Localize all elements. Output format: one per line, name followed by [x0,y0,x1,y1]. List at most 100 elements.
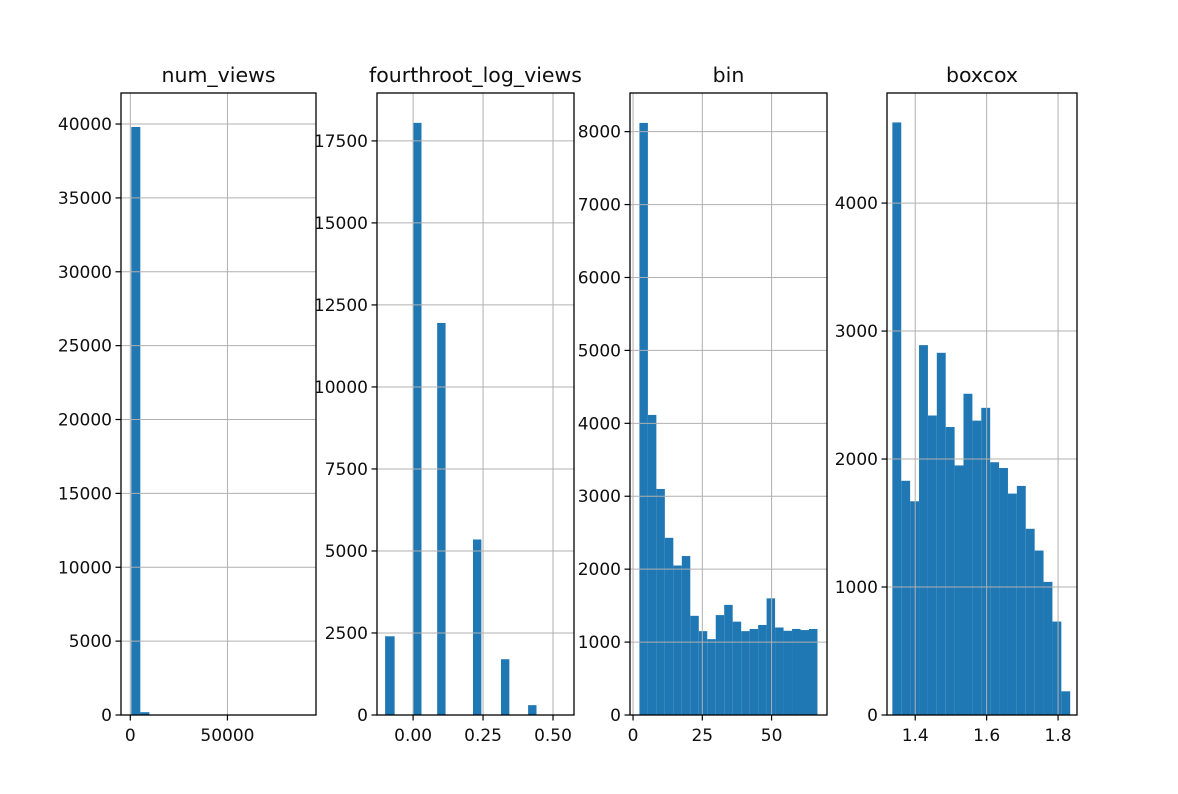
histogram-bar [775,627,784,715]
y-tick-label: 7500 [325,460,368,480]
histogram-bar [766,598,776,715]
y-tick-label: 30000 [58,263,112,283]
histogram-bar [1025,528,1035,715]
y-tick-label: 7000 [578,196,621,216]
subplot-boxcox: 1.4 1.6 1.8 0 1000 2000 3000 4000 boxcox [835,63,1078,746]
x-tick-label: 1.6 [973,726,1000,746]
subplot-title: bin [713,63,745,87]
histogram-bar [1007,493,1017,715]
histogram-bar [707,639,716,715]
y-tick-label: 5000 [69,632,112,652]
histogram-bar [972,420,982,715]
y-tick-label: 25000 [58,337,112,357]
histogram-bar [945,427,955,715]
y-tick-label: 4000 [578,414,621,434]
histogram-bar [919,345,928,715]
histogram-bar [656,488,665,715]
histogram-bar [954,465,964,715]
histogram-bar [724,604,733,715]
histogram-bar [639,122,648,715]
subplot-bin: 0 25 50 0 1000 2000 3000 4000 5000 6000 7000 8000 bi… [578,63,828,746]
histogram-bar [1043,581,1053,715]
subplot-title: boxcox [946,63,1018,87]
y-tick-label: 6000 [578,268,621,288]
histogram-bar [698,631,708,715]
y-tick-label: 10000 [58,558,112,578]
axis-frame [120,92,317,716]
y-tick-label: 10000 [314,378,368,398]
subplot-title: fourthroot_log_views [369,63,582,88]
histogram-bar [131,126,141,715]
histogram-bar [999,467,1008,715]
y-tick-label: 40000 [58,115,112,135]
axes-background [121,93,316,715]
y-tick-label: 35000 [58,189,112,209]
histogram-bar [783,630,793,715]
histogram-bar [673,565,682,715]
x-tick-label: 25 [691,726,713,746]
histogram-bar [927,415,937,715]
x-tick-label: 1.8 [1045,726,1072,746]
x-tick-label: 1.4 [902,726,929,746]
y-tick-label: 2000 [578,560,621,580]
histogram-bar [892,122,902,715]
x-tick-label: 50000 [200,726,254,746]
y-tick-label: 2000 [835,450,878,470]
y-tick-label: 0 [610,706,621,726]
histogram-bar [681,556,691,715]
x-tick-label: 0.25 [464,726,502,746]
axis-frame [629,92,828,716]
histogram-bar [664,537,674,715]
y-tick-label: 3000 [835,322,878,342]
y-tick-label: 15000 [314,214,368,234]
y-tick-label: 3000 [578,487,621,507]
histogram-bar [1052,621,1062,715]
y-tick-label: 2500 [325,624,368,644]
y-tick-label: 8000 [578,123,621,143]
histogram-bar [792,628,801,715]
histogram-bar [690,615,699,715]
x-tick-label: 0 [125,726,136,746]
histogram-bar [990,462,1000,715]
histogram-bar [1034,550,1044,715]
x-tick-label: 0 [628,726,639,746]
y-tick-label: 5000 [325,542,368,562]
x-tick-label: 0.00 [394,726,432,746]
histogram-bar [963,393,973,715]
histogram-bar [936,352,946,715]
histogram-bar [528,705,537,715]
y-tick-label: 4000 [835,194,878,214]
y-tick-label: 12500 [314,296,368,316]
histogram-bar [413,122,422,715]
histogram-bar [800,630,809,715]
y-tick-label: 20000 [58,411,112,431]
histogram-bar [910,501,920,715]
histogram-bar [981,407,991,715]
y-tick-label: 1000 [835,578,878,598]
histogram-bar [437,322,446,715]
histogram-bar [749,628,759,715]
axis-frame [376,92,575,716]
y-tick-label: 0 [867,706,878,726]
axis-frame [886,92,1078,716]
histogram-bar [385,636,395,715]
y-tick-label: 15000 [58,484,112,504]
histogram-bar [500,659,510,715]
y-tick-label: 1000 [578,633,621,653]
histogram-bar [140,712,150,715]
histogram-bar [715,615,725,715]
histogram-bar [472,539,482,715]
x-tick-label: 50 [761,726,783,746]
histogram-bar [808,628,818,715]
y-tick-label: 17500 [314,132,368,152]
subplot-fourthroot_log_views: 0.00 0.25 0.50 0 2500 5000 7500 10000 12500 15000… [314,63,582,746]
histogram-bar [732,621,742,715]
subplot-num_views: 0 50000 0 5000 10000 15000 20000 25000 30000 3500… [58,63,317,746]
x-tick-label: 0.50 [534,726,572,746]
subplot-title: num_views [161,63,275,88]
y-tick-label: 0 [101,706,112,726]
histogram-bar [1016,485,1026,715]
y-tick-label: 5000 [578,341,621,361]
